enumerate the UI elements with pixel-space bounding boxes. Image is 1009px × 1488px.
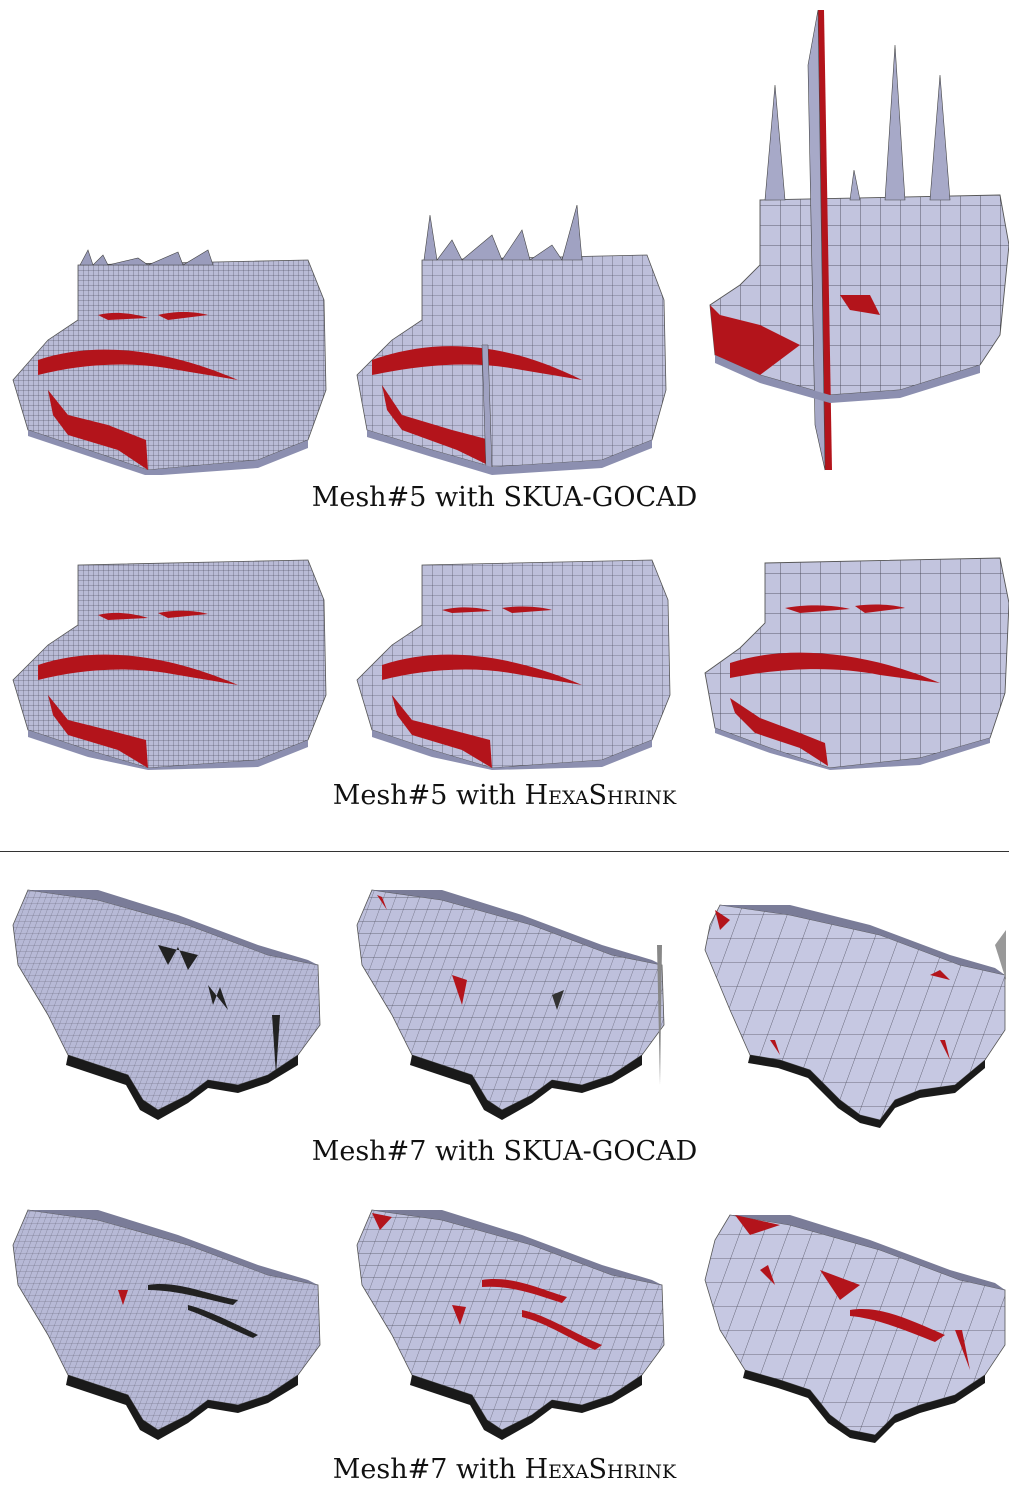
mesh5-render-icon	[356, 559, 671, 770]
mesh5-hexa-coarse	[700, 553, 1009, 770]
mesh5-render-icon	[704, 557, 1009, 770]
mesh5-skua-coarse	[700, 5, 1009, 475]
mesh7-skua-coarse	[700, 890, 1009, 1130]
mesh5-hexa-medium	[352, 555, 672, 770]
caption-mesh7-hexa: Mesh#7 with HexaShrink	[332, 1454, 677, 1485]
mesh7-hexa-medium	[352, 1205, 667, 1445]
mesh7-skua-medium	[352, 885, 667, 1125]
mesh5-skua-medium	[352, 205, 672, 475]
mesh7-render-icon	[356, 1209, 665, 1440]
mesh5-render-icon	[709, 9, 1009, 471]
mesh7-render-icon	[704, 1214, 1006, 1443]
caption-mesh7-skua: Mesh#7 with SKUA-GOCAD	[311, 1136, 698, 1167]
mesh5-render-icon	[12, 559, 327, 770]
mesh7-hexa-fine	[8, 1205, 323, 1445]
mesh7-render-icon	[356, 889, 665, 1120]
mesh5-render-icon	[356, 205, 667, 475]
section-divider	[0, 851, 1009, 852]
mesh5-skua-fine	[8, 240, 328, 475]
caption-mesh5-hexa: Mesh#5 with HexaShrink	[332, 780, 677, 811]
mesh7-render-icon	[12, 1209, 321, 1440]
mesh5-hexa-fine	[8, 555, 328, 770]
mesh7-skua-fine	[8, 885, 323, 1125]
mesh7-hexa-coarse	[700, 1210, 1009, 1450]
mesh7-render-icon	[704, 904, 1006, 1128]
caption-mesh5-skua: Mesh#5 with SKUA-GOCAD	[311, 482, 698, 513]
mesh5-render-icon	[12, 249, 327, 475]
mesh7-render-icon	[12, 889, 321, 1120]
